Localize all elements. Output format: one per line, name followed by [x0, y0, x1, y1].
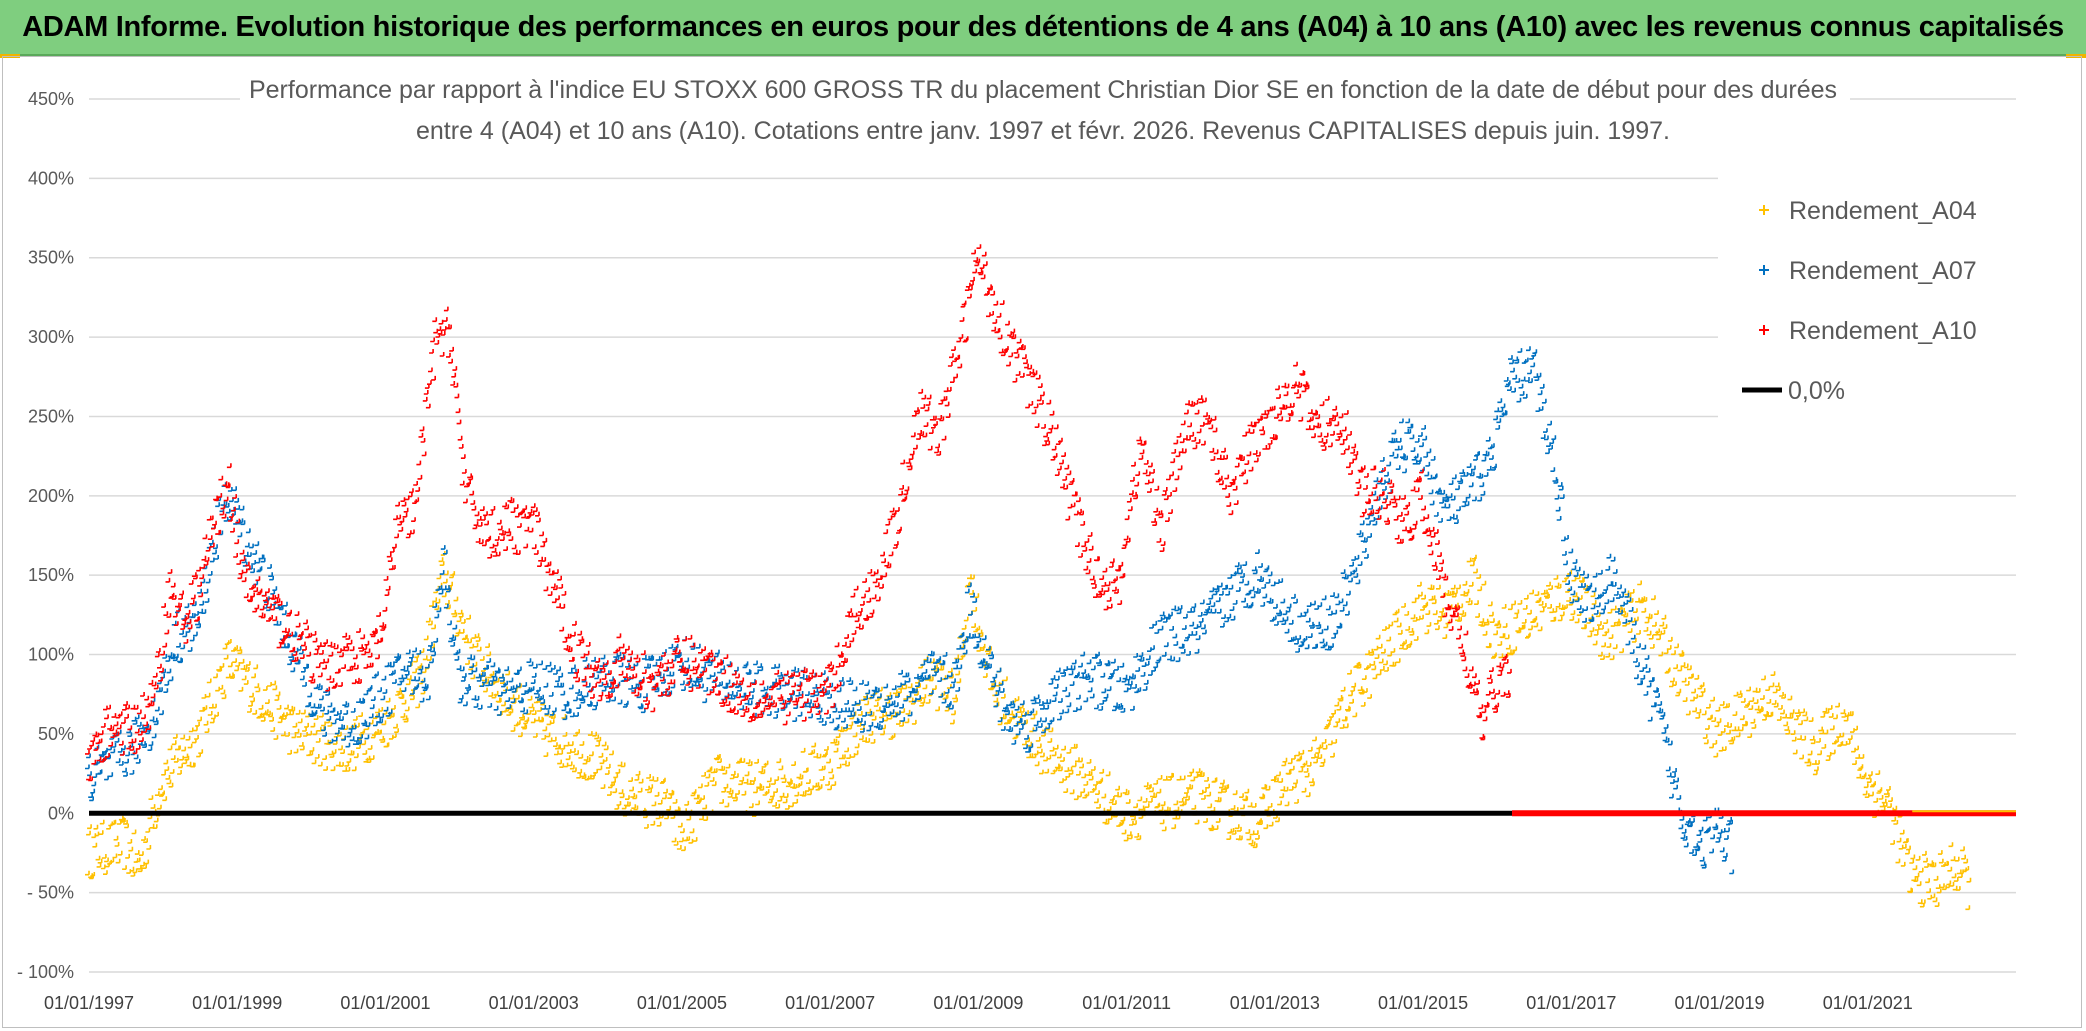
- chart-title-line2: entre 4 (A04) et 10 ans (A10). Cotations…: [416, 117, 1670, 145]
- legend-label-rendement-a10: Rendement_A10: [1789, 317, 1977, 345]
- chart-title-background: [240, 58, 1850, 158]
- y-tick-label: 50%: [38, 724, 74, 744]
- legend-marker-rendement-a07: [1759, 265, 1769, 275]
- x-tick-label: 01/01/2021: [1823, 993, 1913, 1013]
- x-tick-label: 01/01/2013: [1230, 993, 1320, 1013]
- legend-label-rendement-a07: Rendement_A07: [1789, 257, 1977, 285]
- y-tick-label: - 100%: [17, 962, 74, 982]
- banner-title: ADAM Informe. Evolution historique des p…: [22, 10, 2064, 43]
- x-tick-label: 01/01/1999: [192, 993, 282, 1013]
- x-tick-label: 01/01/2007: [785, 993, 875, 1013]
- y-tick-label: 200%: [28, 486, 74, 506]
- x-tick-label: 01/01/2009: [933, 993, 1023, 1013]
- legend-box: [1718, 176, 2016, 476]
- y-tick-label: - 50%: [27, 883, 74, 903]
- y-tick-label: 400%: [28, 168, 74, 188]
- x-tick-label: 01/01/2019: [1674, 993, 1764, 1013]
- report-banner: ADAM Informe. Evolution historique des p…: [0, 0, 2086, 56]
- series-rendement-a04-markers: [85, 551, 1972, 911]
- x-tick-label: 01/01/2001: [340, 993, 430, 1013]
- x-tick-label: 01/01/1997: [44, 993, 134, 1013]
- x-tick-label: 01/01/2011: [1082, 993, 1171, 1013]
- x-tick-label: 01/01/2003: [489, 993, 579, 1013]
- x-tick-label: 01/01/2015: [1378, 993, 1468, 1013]
- y-tick-label: 300%: [28, 327, 74, 347]
- series-rendement-a10-markers: [85, 244, 1512, 782]
- y-tick-label: 450%: [28, 89, 74, 109]
- y-tick-label: 0%: [48, 803, 74, 823]
- performance-chart: 450% 400% 350% 300% 250% 200% 150% 100% 50% 0% - 5…: [17, 58, 2016, 1013]
- legend-label-rendement-a04: Rendement_A04: [1789, 197, 1977, 225]
- y-tick-label: 100%: [28, 645, 74, 665]
- legend-marker-rendement-a04: [1759, 205, 1769, 215]
- y-tick-label: 350%: [28, 248, 74, 268]
- series-rendement-a07-markers: [85, 346, 1735, 875]
- y-tick-label: 150%: [28, 565, 74, 585]
- legend-label-zero-line: 0,0%: [1788, 377, 1845, 405]
- chart-title-line1: Performance par rapport à l'indice EU ST…: [249, 76, 1837, 104]
- x-tick-label: 01/01/2005: [637, 993, 727, 1013]
- x-tick-label: 01/01/2017: [1526, 993, 1616, 1013]
- y-tick-label: 250%: [28, 406, 74, 426]
- legend-marker-rendement-a10: [1759, 325, 1769, 335]
